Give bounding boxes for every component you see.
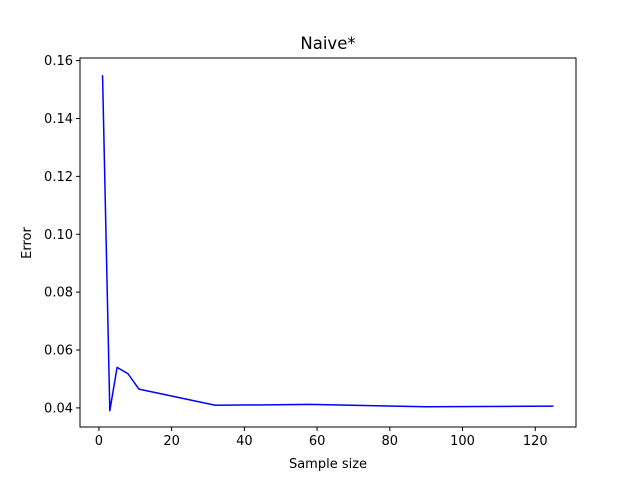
x-tick-label: 60 bbox=[309, 434, 326, 449]
y-tick-label: 0.16 bbox=[44, 54, 73, 69]
x-tick-label: 20 bbox=[163, 434, 180, 449]
y-tick-label: 0.04 bbox=[44, 401, 73, 416]
x-tick-label: 100 bbox=[450, 434, 475, 449]
chart-title: Naive* bbox=[300, 34, 355, 53]
y-tick-label: 0.10 bbox=[44, 228, 73, 243]
y-tick-label: 0.08 bbox=[44, 286, 73, 301]
y-tick-label: 0.14 bbox=[44, 112, 73, 127]
x-tick-label: 120 bbox=[523, 434, 548, 449]
y-axis-label: Error bbox=[20, 227, 35, 259]
y-tick-label: 0.06 bbox=[44, 344, 73, 359]
tick-layer: 0 20 40 60 80 100 120 0.04 0.06 0.08 0.10 0.12 0.14 0… bbox=[44, 54, 548, 449]
x-tick-label: 0 bbox=[95, 434, 103, 449]
x-axis-label: Sample size bbox=[289, 457, 367, 472]
axes-frame bbox=[79, 57, 577, 428]
series-line bbox=[101, 75, 554, 412]
plot-area bbox=[101, 75, 554, 412]
x-tick-label: 80 bbox=[382, 434, 399, 449]
y-tick-label: 0.12 bbox=[44, 170, 73, 185]
x-tick-label: 40 bbox=[236, 434, 253, 449]
